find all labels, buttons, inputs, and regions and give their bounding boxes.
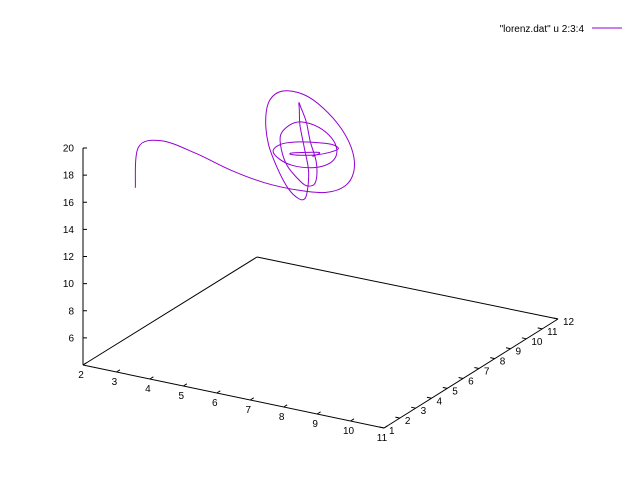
- x-axis-ticks: 2 3 4 5 6 7 8 9 10 11: [78, 362, 388, 444]
- x-tick-mark: [216, 390, 221, 394]
- y-tick-label: 12: [563, 317, 575, 328]
- x-tick-label: 2: [78, 370, 84, 381]
- y-tick-label: 5: [452, 386, 458, 397]
- x-tick-label: 4: [145, 384, 151, 395]
- back-x-axis-line: [256, 256, 559, 320]
- x-tick-mark: [383, 425, 388, 429]
- z-tick-label: 12: [63, 252, 75, 263]
- y-tick-mark: [458, 376, 464, 379]
- x-tick-label: 7: [245, 405, 251, 416]
- legend-label: "lorenz.dat" u 2:3:4: [500, 24, 585, 35]
- y-tick-label: 11: [547, 327, 558, 338]
- series-line: [134, 90, 355, 201]
- z-tick-label: 8: [68, 306, 74, 317]
- x-tick-label: 5: [179, 391, 185, 402]
- x-tick-mark: [82, 362, 87, 366]
- y-axis-line: [383, 318, 559, 429]
- x-tick-label: 11: [377, 433, 388, 444]
- x-tick-label: 9: [312, 419, 318, 430]
- y-tick-mark: [474, 367, 480, 370]
- x-tick-label: 6: [212, 398, 218, 409]
- z-tick-label: 18: [63, 171, 75, 182]
- y-tick-mark: [490, 357, 495, 360]
- base-axes: [82, 148, 559, 429]
- y-tick-mark: [553, 317, 559, 320]
- y-tick-mark: [442, 386, 448, 389]
- y-tick-mark: [426, 396, 432, 399]
- y-tick-label: 3: [421, 406, 427, 417]
- z-tick-label: 14: [63, 225, 75, 236]
- x-tick-label: 3: [112, 377, 118, 388]
- x-axis-line: [82, 364, 385, 429]
- y-tick-label: 8: [500, 357, 506, 368]
- y-tick-label: 1: [389, 426, 395, 437]
- y-tick-mark: [537, 327, 543, 330]
- y-tick-label: 9: [516, 347, 522, 358]
- z-tick-label: 16: [63, 198, 75, 209]
- y-tick-mark: [379, 426, 385, 429]
- z-tick-label: 20: [63, 144, 75, 155]
- y-tick-label: 7: [484, 367, 490, 378]
- x-tick-mark: [183, 383, 188, 387]
- legend: "lorenz.dat" u 2:3:4: [500, 24, 622, 35]
- back-y-axis-line: [82, 256, 258, 366]
- y-tick-label: 6: [468, 376, 474, 387]
- z-tick-label: 6: [68, 333, 74, 344]
- x-tick-mark: [316, 411, 321, 415]
- y-tick-mark: [395, 416, 400, 419]
- y-tick-mark: [521, 337, 527, 340]
- series-lorenz: [134, 90, 355, 201]
- y-tick-label: 4: [436, 396, 442, 407]
- x-tick-mark: [350, 418, 355, 422]
- y-tick-mark: [411, 406, 416, 409]
- x-tick-mark: [249, 397, 254, 401]
- x-tick-mark: [149, 376, 154, 380]
- x-tick-mark: [116, 369, 121, 373]
- y-tick-label: 10: [531, 337, 543, 348]
- x-tick-mark: [283, 404, 288, 408]
- y-tick-label: 2: [405, 416, 411, 427]
- z-axis-ticks: 6 8 10 12 14 16 18 20: [63, 144, 87, 344]
- y-tick-mark: [505, 347, 511, 350]
- z-tick-label: 10: [63, 279, 75, 290]
- x-tick-label: 10: [343, 426, 355, 437]
- x-tick-label: 8: [279, 412, 285, 423]
